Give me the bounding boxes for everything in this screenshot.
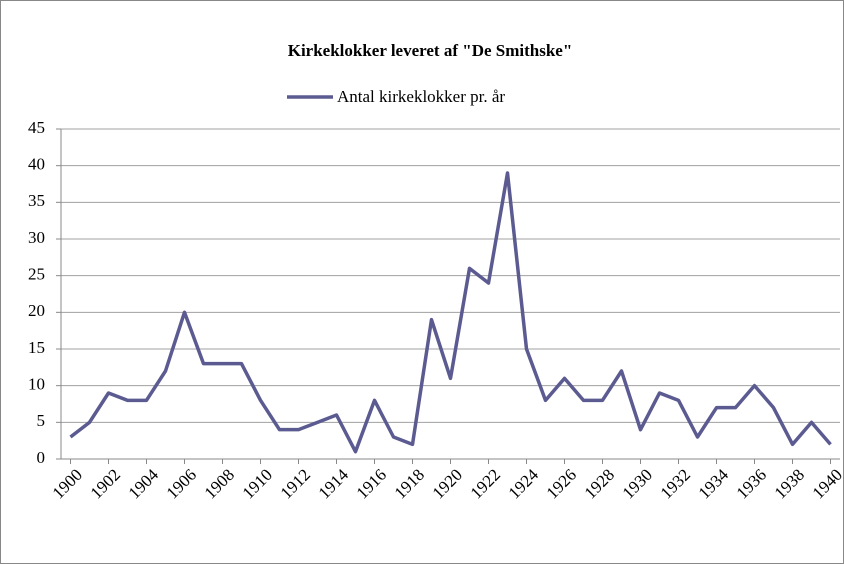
y-tick-label: 0 — [37, 448, 46, 467]
y-tick-label: 35 — [28, 191, 45, 210]
y-tick-label: 5 — [37, 411, 46, 430]
y-tick-label: 45 — [28, 118, 45, 137]
y-tick-label: 30 — [28, 228, 45, 247]
y-tick-label: 20 — [28, 301, 45, 320]
y-tick-label: 25 — [28, 265, 45, 284]
chart-title: Kirkeklokker leveret af "De Smithske" — [288, 41, 573, 60]
y-tick-label: 40 — [28, 155, 45, 174]
line-series — [69, 171, 832, 454]
legend-label: Antal kirkeklokker pr. år — [337, 87, 505, 106]
y-tick-label: 10 — [28, 375, 45, 394]
y-tick-label: 15 — [28, 338, 45, 357]
